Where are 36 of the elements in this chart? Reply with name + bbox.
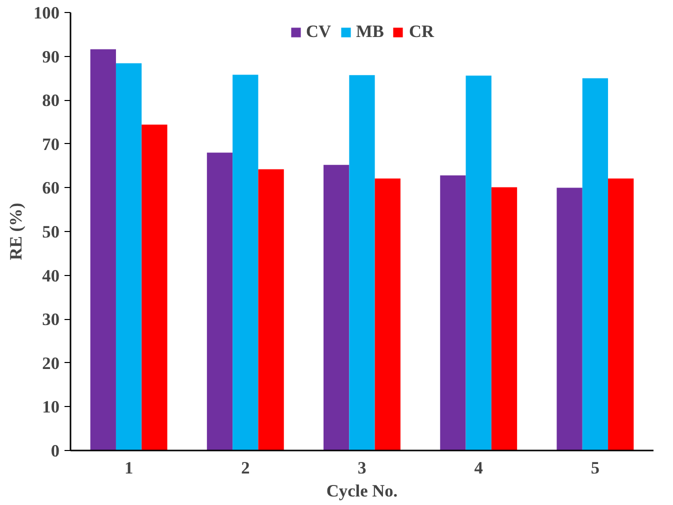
bar — [582, 78, 608, 450]
y-tick-label: 10 — [42, 398, 60, 417]
y-tick-label: 0 — [50, 442, 60, 460]
y-tick-label: 50 — [42, 222, 60, 242]
y-tick-label: 70 — [42, 134, 60, 154]
x-tick-label: 1 — [124, 458, 134, 478]
bar — [258, 169, 284, 450]
bar — [491, 187, 518, 450]
y-tick-label: 20 — [42, 354, 60, 373]
bar — [324, 164, 350, 450]
bar — [142, 124, 168, 450]
bar — [466, 76, 492, 450]
bar — [556, 188, 582, 450]
bar — [349, 75, 375, 450]
y-tick-label: 30 — [42, 310, 60, 330]
y-tick-label: 100 — [34, 4, 60, 22]
y-axis-title: RE (%) — [6, 202, 26, 260]
bar — [374, 178, 400, 450]
bar — [608, 178, 634, 450]
bar — [440, 175, 466, 450]
legend-label: CV — [306, 22, 332, 42]
x-tick-label: 2 — [241, 458, 250, 478]
y-tick-label: 80 — [42, 91, 60, 110]
x-axis-title: Cycle No. — [326, 482, 398, 500]
x-tick-label: 5 — [590, 458, 600, 478]
bar — [90, 49, 116, 450]
x-tick-label: 3 — [358, 458, 367, 478]
y-tick-label: 90 — [42, 47, 60, 66]
bar — [232, 74, 258, 450]
legend-label: CR — [408, 22, 434, 42]
legend-label: MB — [356, 22, 384, 42]
y-tick-label: 40 — [42, 266, 60, 286]
bar — [206, 152, 233, 450]
y-tick-label: 60 — [42, 178, 60, 198]
bar — [116, 63, 142, 450]
x-tick-label: 4 — [474, 458, 484, 478]
